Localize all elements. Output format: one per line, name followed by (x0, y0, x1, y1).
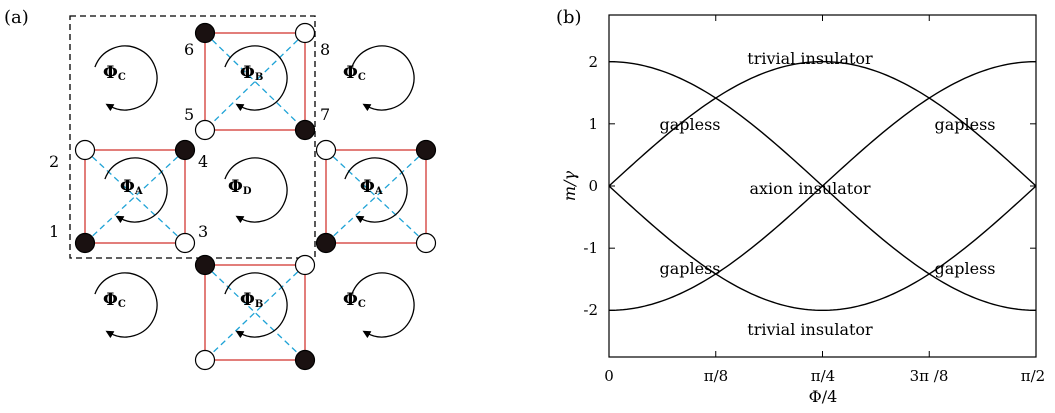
open-site (174, 232, 196, 254)
open-site (74, 139, 96, 161)
flux-arrow (94, 272, 158, 339)
site-number-4: 4 (198, 152, 208, 171)
filled-site (315, 232, 337, 254)
diagonal-bond (204, 32, 306, 131)
site-number-3: 3 (198, 222, 208, 241)
flux-arrow (224, 157, 288, 224)
xtick-label: 0 (604, 367, 614, 385)
region-label-gapless-lr: gapless (934, 259, 995, 278)
flux-label-d: ΦD (228, 177, 252, 197)
plaquette-edge (325, 149, 427, 244)
region-label-gapless-ll: gapless (659, 259, 720, 278)
diagonal-bond (84, 149, 186, 244)
site-number-2: 2 (49, 152, 59, 171)
filled-site (294, 349, 316, 371)
region-label-trivial-bottom: trivial insulator (747, 320, 873, 339)
flux-label-b: ΦB (240, 63, 263, 83)
site-number-7: 7 (320, 105, 330, 124)
site-number-1: 1 (49, 222, 59, 241)
panel-b-label: (b) (556, 7, 582, 28)
xtick-label: π/2 (1021, 367, 1045, 385)
xtick-label: 3π /8 (910, 367, 949, 385)
flux-arrow (351, 272, 415, 339)
panel-a: (a) ΦC ΦB ΦC ΦA ΦD ΦA ΦC ΦB ΦC 1 2 3 4 5… (4, 7, 437, 371)
open-site (194, 119, 216, 141)
flux-label-c: ΦC (103, 290, 126, 310)
y-axis-label: m/γ (560, 171, 579, 202)
diagonal-bond (204, 32, 306, 131)
region-label-axion: axion insulator (749, 179, 870, 198)
filled-site (294, 119, 316, 141)
open-site (415, 232, 437, 254)
x-axis-label: Φ/4 (809, 387, 838, 406)
phase-boundaries (608, 60, 1037, 312)
panel-a-label: (a) (4, 7, 29, 28)
filled-site (415, 139, 437, 161)
ytick-label: -2 (583, 301, 598, 319)
lattice-sites (74, 22, 437, 371)
phase-boundary-line (608, 60, 1037, 312)
diagonal-bond (204, 264, 306, 361)
open-site (294, 22, 316, 44)
open-site (194, 349, 216, 371)
filled-site (194, 254, 216, 276)
flux-label-c: ΦC (343, 63, 366, 83)
xtick-label: π/8 (704, 367, 728, 385)
diagonal-bond (325, 149, 427, 244)
open-site (294, 254, 316, 276)
plaquette-edge (84, 149, 186, 244)
diagonal-bond (84, 149, 186, 244)
unit-cell-border (69, 15, 316, 259)
flux-label-c: ΦC (343, 290, 366, 310)
ytick-label: 2 (588, 53, 598, 71)
ytick-label: 1 (588, 115, 598, 133)
flux-arrow (344, 157, 408, 224)
diagonal-bond (204, 264, 306, 361)
flux-arrows (94, 45, 415, 339)
filled-site (194, 22, 216, 44)
flux-arrow (351, 45, 415, 112)
flux-label-a: ΦA (360, 177, 383, 197)
phase-boundary-line (608, 60, 1037, 187)
ytick-label: -1 (583, 239, 598, 257)
flux-arrow (94, 45, 158, 112)
site-number-6: 6 (184, 40, 194, 59)
region-label-trivial-top: trivial insulator (747, 49, 873, 68)
site-number-5: 5 (184, 105, 194, 124)
flux-label-b: ΦB (240, 290, 263, 310)
region-label-gapless-ul: gapless (659, 115, 720, 134)
flux-arrow (104, 157, 168, 224)
phase-boundary-line (608, 185, 1037, 312)
site-number-8: 8 (320, 40, 330, 59)
plaquettes (84, 32, 427, 361)
xtick-label: π/4 (811, 367, 835, 385)
flux-arrow (224, 45, 288, 112)
panel-b: (b) 0 1 2 -1 -2 0 π/8 π/4 3π /8 π/2 Φ/4 … (556, 7, 1045, 406)
filled-site (174, 139, 196, 161)
plaquette-edge (204, 32, 306, 131)
flux-arrow (224, 272, 288, 339)
plaquette-edge (204, 264, 306, 361)
diagonal-bond (325, 149, 427, 244)
filled-site (74, 232, 96, 254)
diagonal-bonds (84, 32, 427, 361)
flux-label-c: ΦC (103, 63, 126, 83)
region-label-gapless-ur: gapless (934, 115, 995, 134)
ytick-label: 0 (588, 177, 598, 195)
flux-label-a: ΦA (120, 177, 143, 197)
open-site (315, 139, 337, 161)
